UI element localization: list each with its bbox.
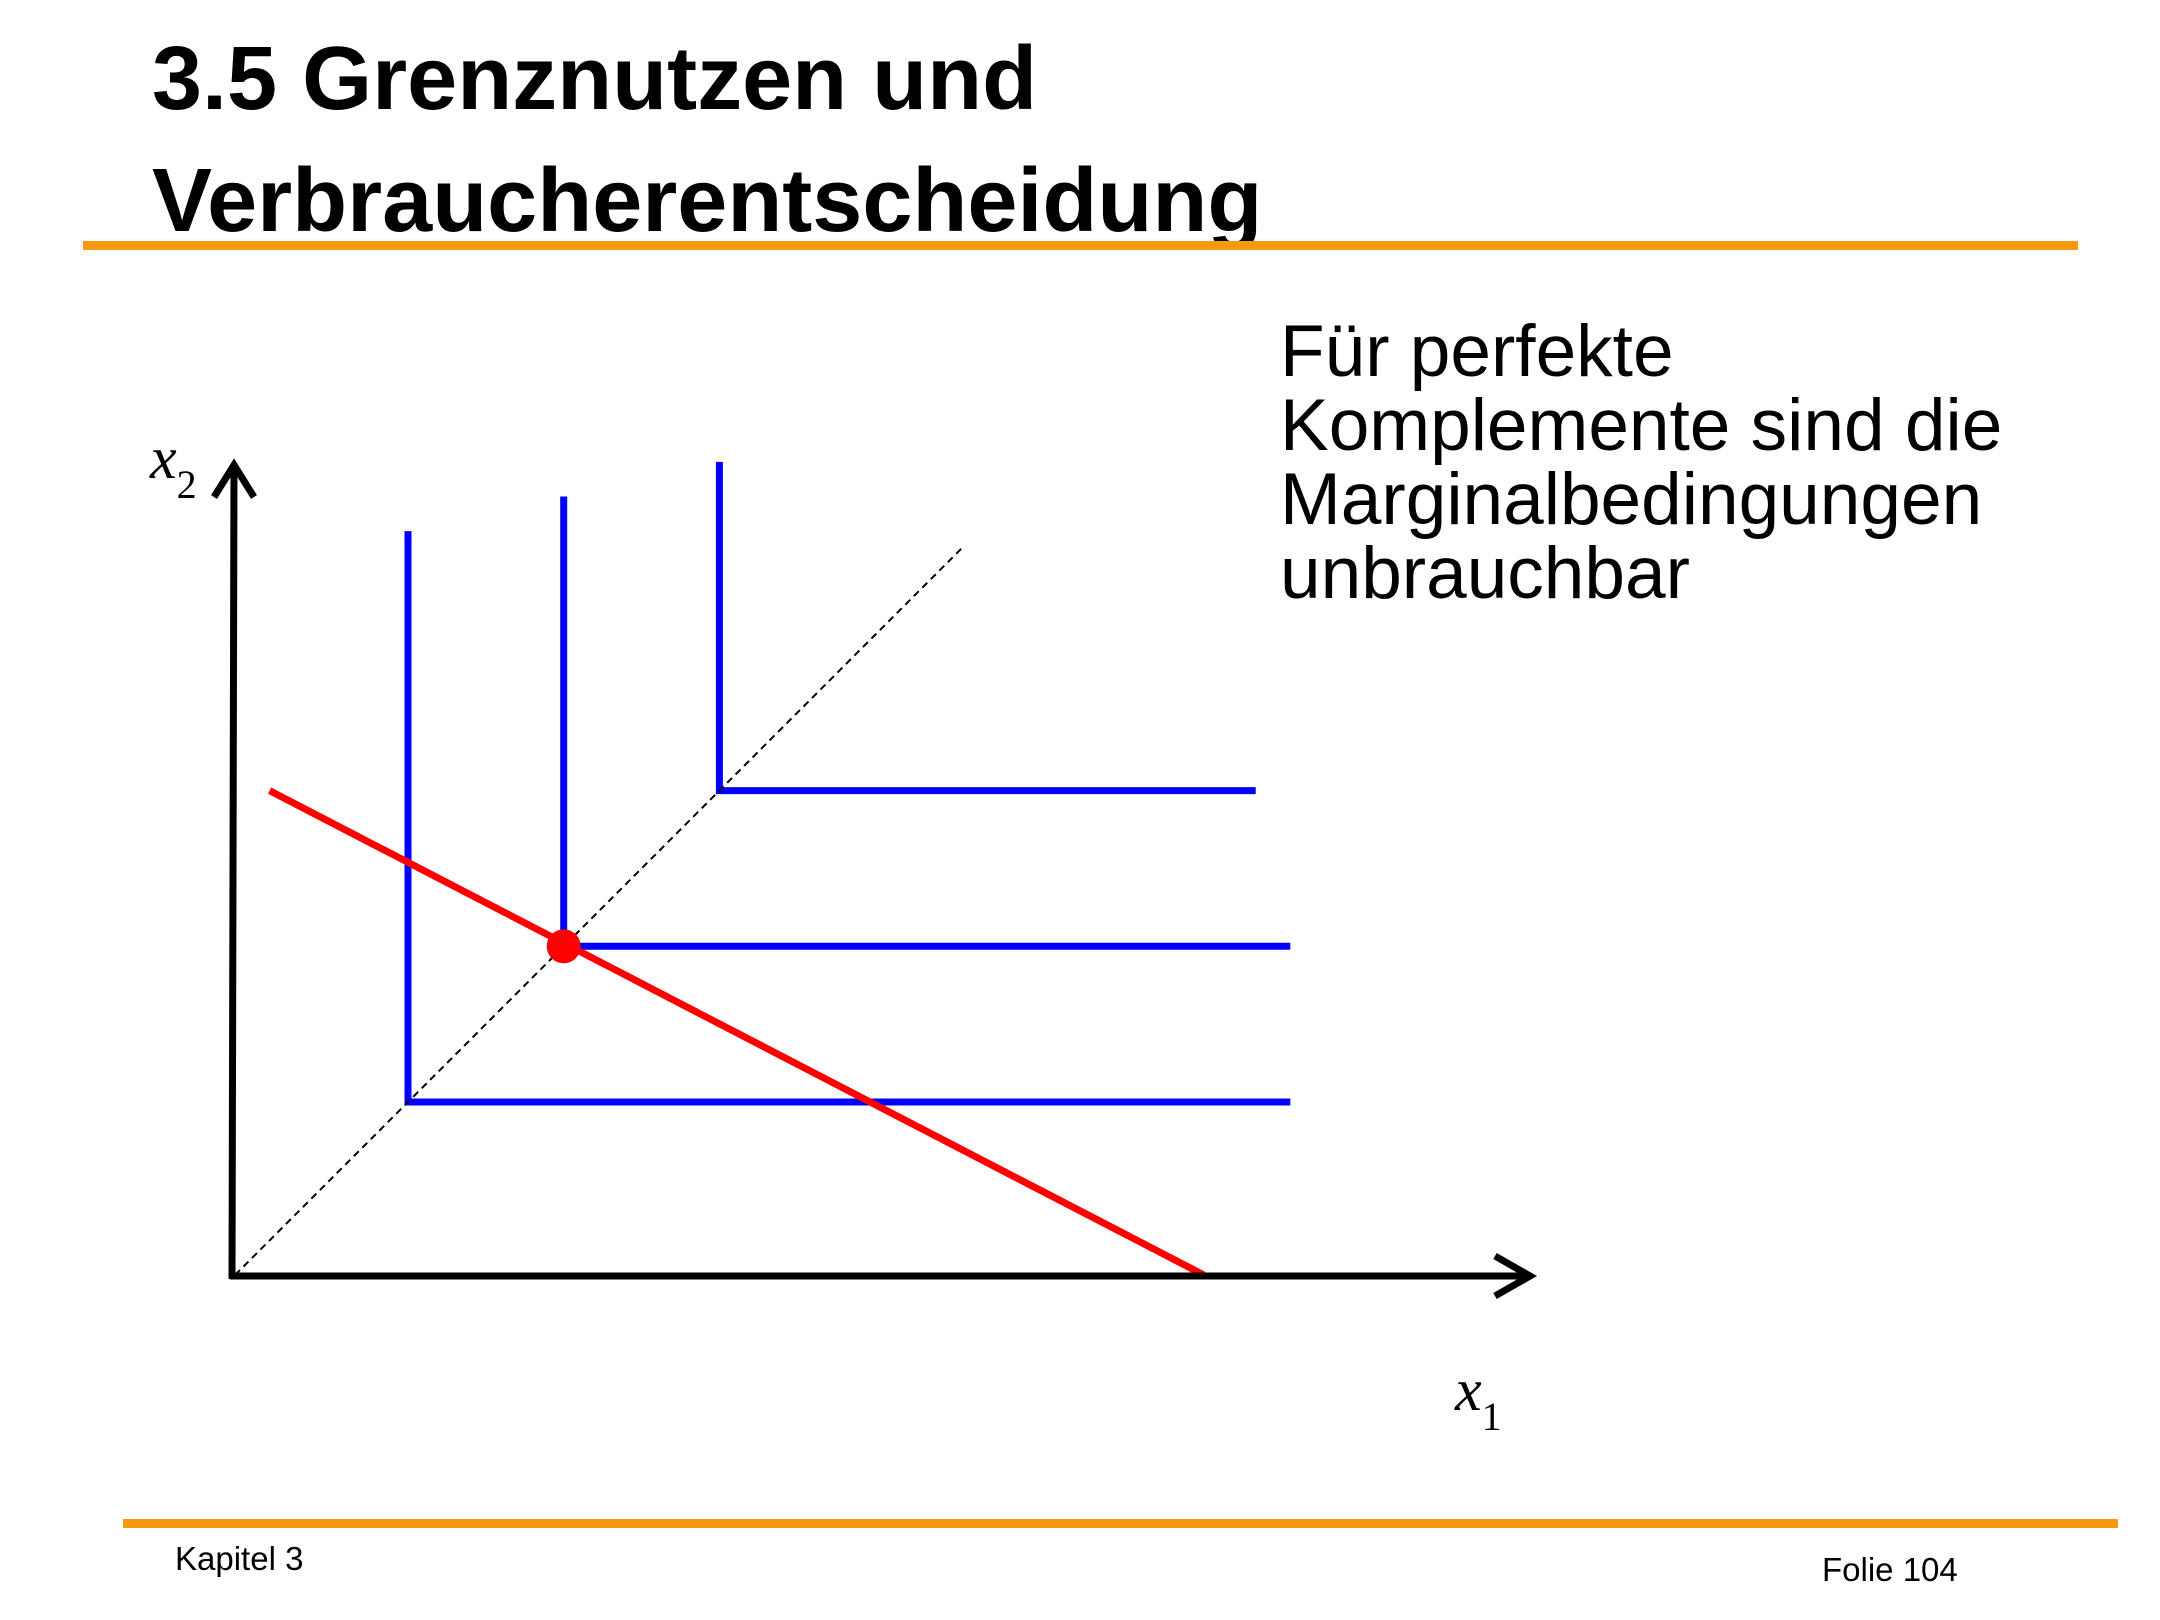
explanation-line-3: Marginalbedingungen: [1280, 459, 1983, 540]
slide-number: Folie 104: [1822, 1551, 1958, 1588]
y-axis: [211, 458, 257, 1280]
x-axis: [230, 1252, 1538, 1300]
x-axis-label: x1: [1454, 1357, 1502, 1439]
indifference-curve-3: [715, 461, 1256, 795]
slide-title-line-2: Verbraucherentscheidung: [152, 151, 1263, 251]
y-axis-arrow: [211, 458, 257, 499]
explanation-text: Für perfekte Komplemente sind die Margin…: [1280, 315, 2002, 611]
explanation-line-4: unbrauchbar: [1280, 533, 1690, 614]
explanation-line-2: Komplemente sind die: [1280, 385, 2003, 466]
chapter-label: Kapitel 3: [175, 1540, 304, 1577]
diagonal-ray: [234, 547, 963, 1276]
slide-title: 3.5 Grenznutzen und Verbraucherentscheid…: [152, 18, 1262, 262]
y-axis-label: x2: [149, 425, 197, 507]
title-divider: [83, 241, 2078, 250]
x-axis-arrow: [1493, 1252, 1538, 1300]
footer-divider: [123, 1519, 2118, 1528]
indifference-curve-1: [404, 531, 1291, 1106]
y-axis-line: [228, 464, 238, 1280]
indifference-curve-2: [560, 496, 1291, 950]
budget-line: [267, 787, 1206, 1279]
optimum-point: [546, 929, 581, 964]
indifference-curves: [404, 461, 1291, 1106]
explanation-line-1: Für perfekte: [1280, 311, 1674, 392]
slide-title-line-1: 3.5 Grenznutzen und: [152, 29, 1038, 129]
